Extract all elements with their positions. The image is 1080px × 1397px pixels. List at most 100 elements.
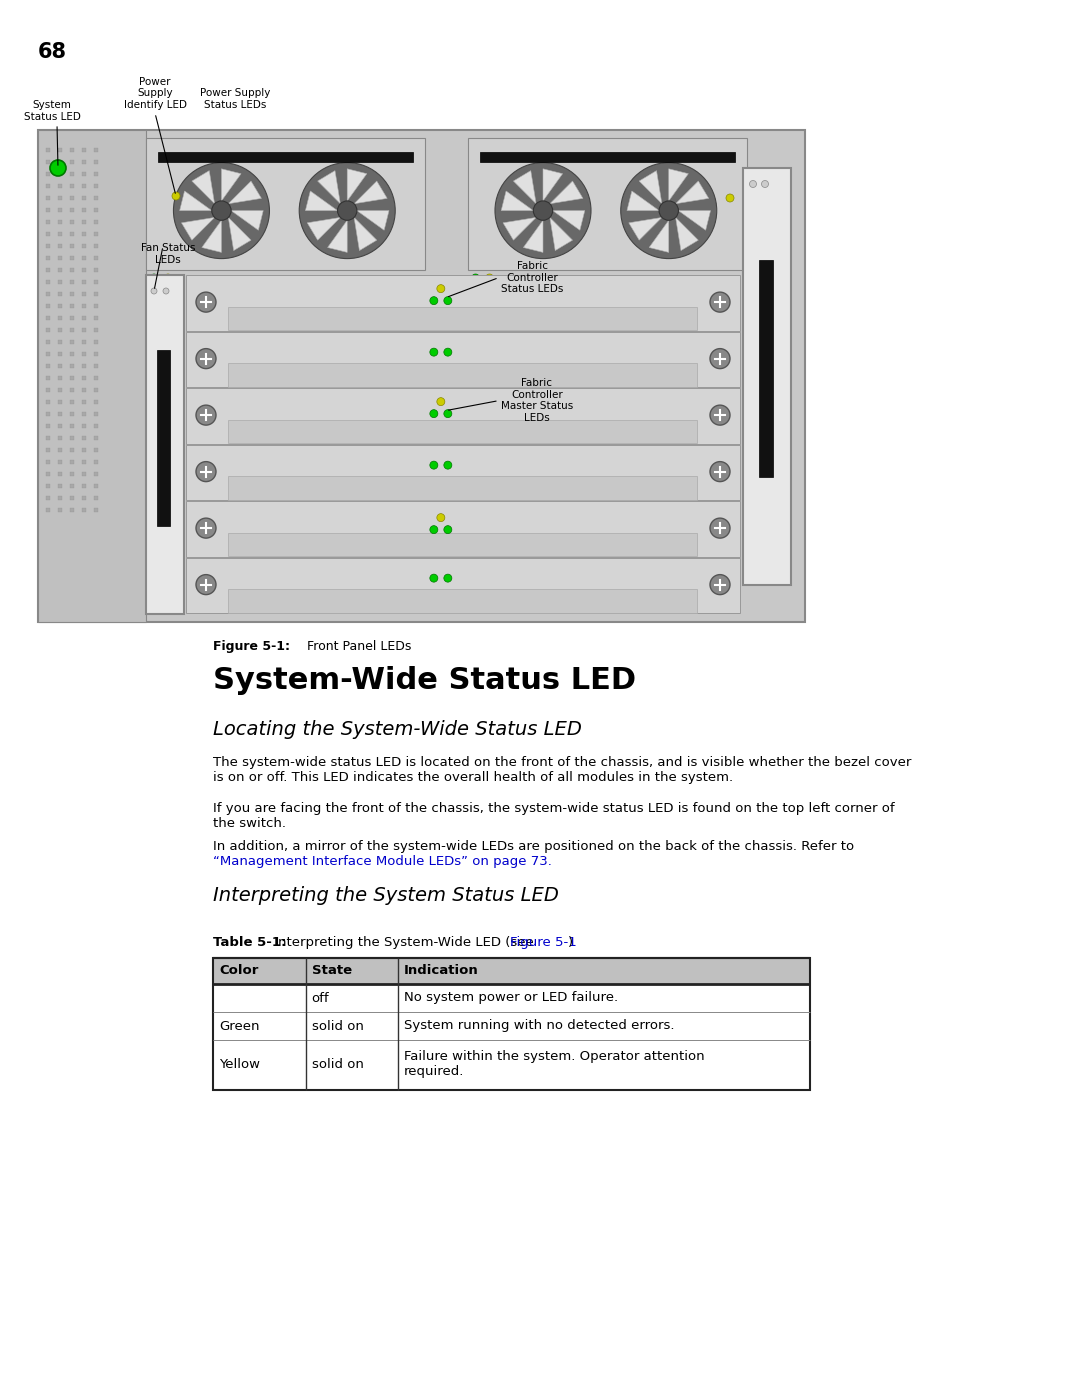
Bar xyxy=(46,292,50,296)
Bar xyxy=(82,352,86,356)
Bar xyxy=(58,436,62,440)
Bar xyxy=(70,412,75,416)
Polygon shape xyxy=(221,169,241,201)
Text: State: State xyxy=(311,964,352,978)
Circle shape xyxy=(50,161,66,176)
Text: Indication: Indication xyxy=(404,964,478,978)
Bar xyxy=(46,316,50,320)
Bar xyxy=(94,161,98,163)
Bar xyxy=(82,219,86,224)
Text: Power
Supply
Identify LED: Power Supply Identify LED xyxy=(123,77,187,110)
Polygon shape xyxy=(676,218,699,250)
Bar xyxy=(94,279,98,284)
Bar xyxy=(82,376,86,380)
Bar xyxy=(94,365,98,367)
Bar xyxy=(82,388,86,393)
Text: the switch.: the switch. xyxy=(213,817,286,830)
Text: Yellow: Yellow xyxy=(219,1059,260,1071)
Bar xyxy=(70,509,75,511)
Circle shape xyxy=(750,180,756,187)
Circle shape xyxy=(621,162,717,258)
Circle shape xyxy=(195,518,216,538)
Polygon shape xyxy=(550,182,583,204)
Bar xyxy=(228,476,697,500)
Bar xyxy=(186,388,740,443)
Bar xyxy=(480,152,735,162)
Circle shape xyxy=(436,398,445,405)
Bar xyxy=(58,208,62,212)
Bar xyxy=(46,448,50,453)
Bar xyxy=(94,196,98,200)
Bar xyxy=(70,256,75,260)
Bar xyxy=(46,496,50,500)
Bar xyxy=(46,483,50,488)
Bar xyxy=(58,268,62,272)
Circle shape xyxy=(164,274,172,282)
Bar xyxy=(46,219,50,224)
Text: System running with no detected errors.: System running with no detected errors. xyxy=(404,1020,675,1032)
Circle shape xyxy=(430,461,437,469)
Bar xyxy=(46,339,50,344)
Bar xyxy=(94,268,98,272)
Polygon shape xyxy=(513,170,536,204)
Bar xyxy=(228,532,697,556)
Bar xyxy=(94,436,98,440)
Polygon shape xyxy=(347,169,367,201)
Bar xyxy=(58,172,62,176)
Circle shape xyxy=(534,201,553,221)
Bar xyxy=(158,152,414,162)
Polygon shape xyxy=(228,218,251,250)
Bar xyxy=(94,388,98,393)
Bar xyxy=(82,208,86,212)
Circle shape xyxy=(444,525,451,534)
Polygon shape xyxy=(639,170,662,204)
Circle shape xyxy=(195,349,216,369)
Text: required.: required. xyxy=(404,1065,464,1078)
Bar xyxy=(82,196,86,200)
Text: In addition, a mirror of the system-wide LEDs are positioned on the back of the : In addition, a mirror of the system-wide… xyxy=(213,840,854,854)
Circle shape xyxy=(163,288,168,293)
Bar xyxy=(58,352,62,356)
Bar xyxy=(46,472,50,476)
Bar xyxy=(70,365,75,367)
Polygon shape xyxy=(318,170,340,204)
Bar xyxy=(213,958,810,983)
Bar xyxy=(94,425,98,427)
Bar xyxy=(82,496,86,500)
Bar xyxy=(58,256,62,260)
Polygon shape xyxy=(669,169,688,201)
Circle shape xyxy=(195,461,216,482)
Bar xyxy=(46,460,50,464)
Bar xyxy=(58,400,62,404)
Bar xyxy=(70,172,75,176)
Circle shape xyxy=(659,201,678,221)
Text: Fabric
Controller
Status LEDs: Fabric Controller Status LEDs xyxy=(501,261,563,295)
Bar xyxy=(94,483,98,488)
Bar xyxy=(759,260,773,476)
Text: The system-wide status LED is located on the front of the chassis, and is visibl: The system-wide status LED is located on… xyxy=(213,756,912,768)
Bar xyxy=(70,219,75,224)
Bar xyxy=(186,557,740,613)
Bar xyxy=(82,365,86,367)
Bar xyxy=(46,328,50,332)
Bar xyxy=(82,472,86,476)
Text: 68: 68 xyxy=(38,42,67,61)
Circle shape xyxy=(299,162,395,258)
Bar xyxy=(46,208,50,212)
Bar xyxy=(82,148,86,152)
Bar xyxy=(94,256,98,260)
Circle shape xyxy=(710,574,730,595)
Polygon shape xyxy=(354,218,377,250)
Bar xyxy=(94,460,98,464)
Bar xyxy=(70,400,75,404)
Bar xyxy=(228,419,697,443)
Bar xyxy=(70,196,75,200)
Bar xyxy=(146,138,426,270)
Bar xyxy=(82,400,86,404)
Bar xyxy=(58,425,62,427)
Polygon shape xyxy=(327,221,347,253)
Polygon shape xyxy=(676,182,708,204)
Circle shape xyxy=(444,348,451,356)
Polygon shape xyxy=(524,221,543,253)
Text: ): ) xyxy=(568,936,573,949)
